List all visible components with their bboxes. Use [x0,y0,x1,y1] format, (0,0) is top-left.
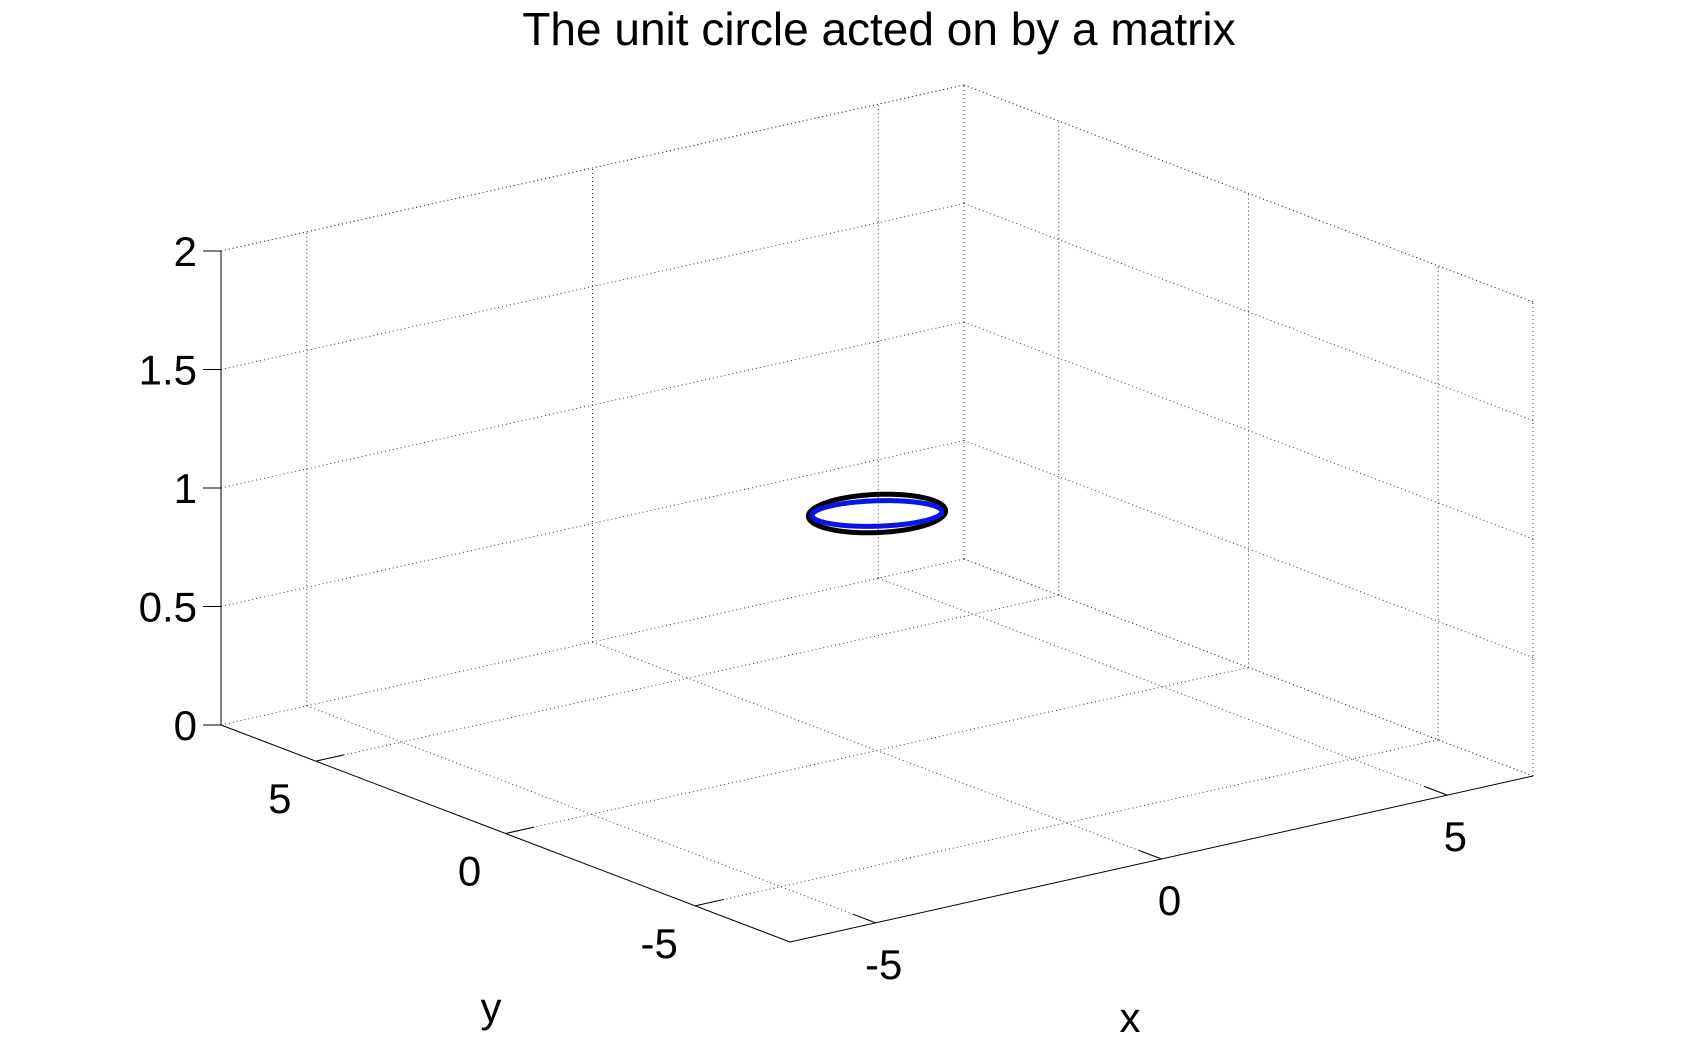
x-tick-label: 5 [1444,813,1467,860]
y-tick [695,898,724,907]
box-edge-back-top [220,84,965,252]
z-tick-label: 0.5 [139,584,197,631]
z-tick-label: 0 [174,702,197,749]
z-tick-label: 1 [174,465,197,512]
box-edge-side-top [963,84,1534,303]
x-tick-label: -5 [865,941,902,988]
x-tick [852,913,876,924]
series-transformed-ellipse [809,498,945,529]
grid-line-floor-y [695,739,1439,907]
grid [220,84,1534,924]
chart-title: The unit circle acted on by a matrix [522,3,1235,55]
grid-line-floor-x [306,705,876,924]
series-unit-circle [805,491,949,536]
x-axis-label: x [1120,994,1141,1041]
x-tick [1138,849,1162,860]
grid-line-floor-y [315,594,1059,762]
grid-line-side-z [963,321,1534,540]
y-tick [315,754,345,762]
grid-line-back-z [220,321,965,489]
y-tick-label: 0 [458,848,481,895]
grid-line-side-z [963,203,1534,421]
z-tick-label: 1.5 [139,347,197,394]
y-tick-label: 5 [268,775,291,822]
curves [805,491,949,536]
x-tick-label: 0 [1158,877,1181,924]
box-edge-floor-right [963,558,1534,777]
y-tick [505,826,535,834]
y-tick-label: -5 [640,920,677,967]
grid-line-back-z [220,558,965,726]
grid-line-back-z [220,203,965,370]
grid-line-floor-y [505,667,1249,834]
grid-line-floor-x [878,577,1448,796]
ticks: -5 0 5 -5 0 5 0 0.5 1 1.5 2 [139,228,1467,988]
axes [220,251,1534,943]
y-axis-label: y [481,984,502,1031]
z-tick-label: 2 [174,228,197,275]
x-tick [1424,786,1448,796]
grid-line-back-z [220,440,965,607]
grid-line-side-z [963,440,1534,658]
